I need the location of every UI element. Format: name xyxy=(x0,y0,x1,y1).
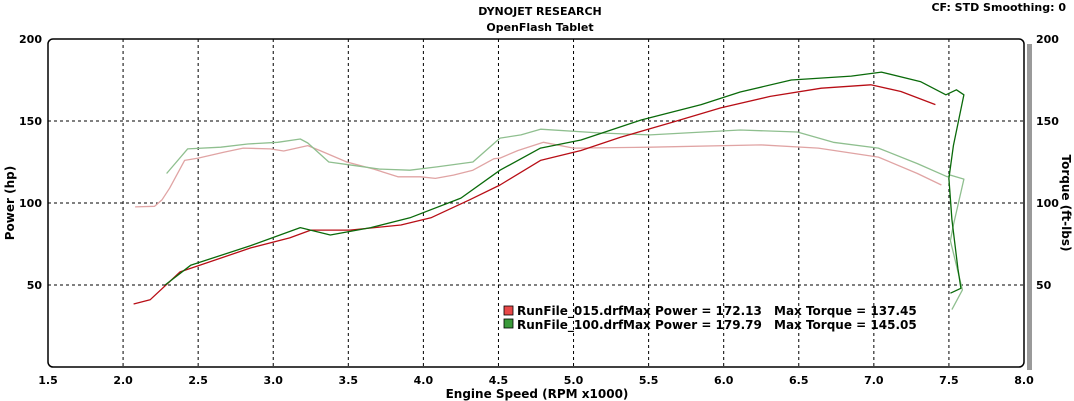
x-tick-label: 3.5 xyxy=(339,374,359,387)
x-tick-label: 2.5 xyxy=(188,374,208,387)
series-line-runfile-100-power xyxy=(164,71,965,294)
legend-item-runfile-015: RunFile_015.drf Max Power = 172.13 Max T… xyxy=(503,304,917,319)
x-tick-label: 5.0 xyxy=(564,374,584,387)
chart-subtitle: OpenFlash Tablet xyxy=(486,21,593,34)
y-tick-label: 100 xyxy=(19,197,42,210)
x-tick-label: 7.0 xyxy=(864,374,884,387)
legend-max-power: Max Power = 172.13 xyxy=(623,304,762,318)
grid xyxy=(48,39,1024,367)
x-tick-label: 8.0 xyxy=(1014,374,1034,387)
y-axis-label: Power (hp) xyxy=(3,166,17,240)
frame-shadow xyxy=(1027,44,1032,370)
legend-file: RunFile_015.drf xyxy=(517,304,624,319)
legend-max-torque: Max Torque = 145.05 xyxy=(774,318,917,332)
x-tick-label: 6.0 xyxy=(714,374,734,387)
y-tick-label: 150 xyxy=(19,115,42,128)
series-line-runfile-015-torque xyxy=(135,141,942,208)
series-line-runfile-100-torque xyxy=(166,128,965,310)
legend: RunFile_015.drf Max Power = 172.13 Max T… xyxy=(503,304,917,333)
x-tick-label: 6.5 xyxy=(789,374,809,387)
legend-file: RunFile_100.drf xyxy=(517,318,624,333)
legend-swatch-green xyxy=(503,318,514,329)
x-tick-label: 1.5 xyxy=(38,374,58,387)
legend-max-power: Max Power = 179.79 xyxy=(623,318,762,332)
settings-readout: CF: STD Smoothing: 0 xyxy=(931,1,1066,14)
tick-labels: 1.5 2.0 2.5 3.0 3.5 4.0 4.5 5.0 5.5 6.0 6.5 7.0 7.5 8… xyxy=(19,33,1059,387)
x-tick-label: 4.0 xyxy=(414,374,434,387)
y2-axis-label: Torque (ft-lbs) xyxy=(1059,155,1073,252)
y2-tick-label: 150 xyxy=(1036,115,1059,128)
legend-item-runfile-100: RunFile_100.drf Max Power = 179.79 Max T… xyxy=(503,318,917,333)
chart-title: DYNOJET RESEARCH xyxy=(478,5,601,18)
x-tick-label: 2.0 xyxy=(113,374,133,387)
series-line-runfile-015-power xyxy=(133,84,936,305)
x-tick-label: 3.0 xyxy=(263,374,283,387)
y2-tick-label: 50 xyxy=(1036,279,1052,292)
x-tick-label: 7.5 xyxy=(939,374,959,387)
series-lines xyxy=(133,71,965,310)
x-tick-label: 4.5 xyxy=(489,374,509,387)
y-tick-label: 200 xyxy=(19,33,42,46)
y2-tick-label: 100 xyxy=(1036,197,1059,210)
legend-swatch-red xyxy=(503,305,514,316)
legend-max-torque: Max Torque = 137.45 xyxy=(774,304,917,318)
x-axis-label: Engine Speed (RPM x1000) xyxy=(446,387,629,401)
y2-tick-label: 200 xyxy=(1036,33,1059,46)
x-tick-label: 5.5 xyxy=(639,374,659,387)
y-tick-label: 50 xyxy=(27,279,43,292)
